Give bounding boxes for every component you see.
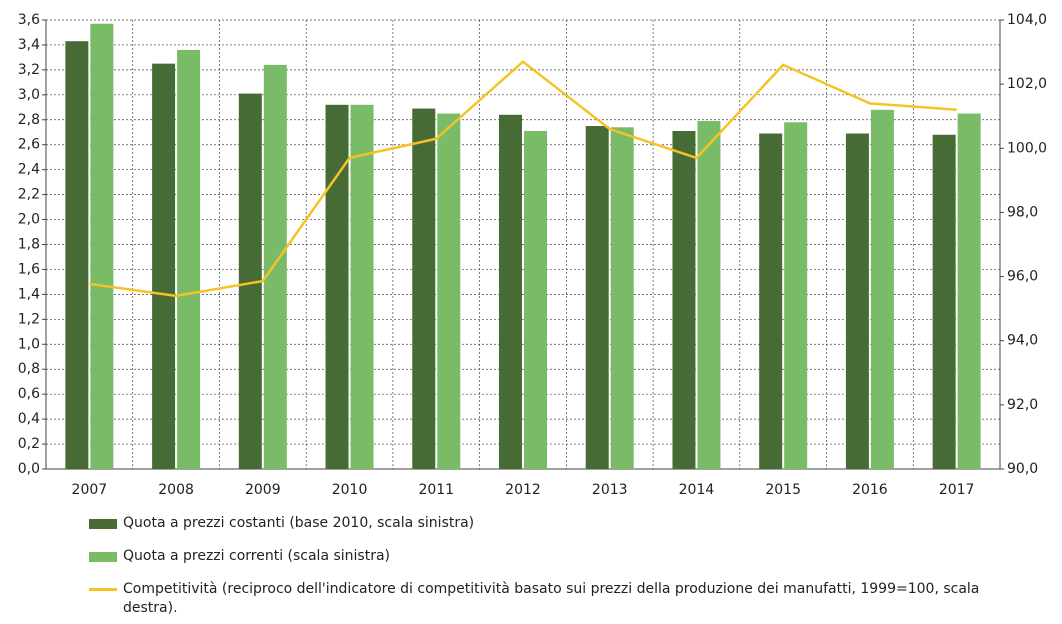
legend-item: Quota a prezzi correnti (scala sinistra) <box>89 547 989 566</box>
y-tick-label: 2,6 <box>18 137 40 153</box>
bar <box>697 121 721 470</box>
bar <box>152 63 176 470</box>
y-tick-label: 1,8 <box>18 237 40 253</box>
y-tick-label: 3,6 <box>18 12 40 28</box>
y-tick-label: 0,2 <box>18 436 40 452</box>
line <box>89 60 957 298</box>
x-tick-label: 2007 <box>72 482 108 498</box>
y-tick-label: 2,8 <box>18 112 40 128</box>
bar <box>784 122 808 470</box>
bar <box>672 131 696 469</box>
y2-tick-label: 98,0 <box>1007 204 1038 220</box>
bar <box>957 113 981 470</box>
y2-tick-label: 90,0 <box>1007 461 1038 477</box>
legend-item: Competitività (reciproco dell'indicatore… <box>89 580 989 618</box>
y2-tick-label: 100,0 <box>1007 140 1047 156</box>
bar <box>585 126 609 469</box>
x-tick-label: 2014 <box>679 482 715 498</box>
x-tick-label: 2017 <box>939 482 975 498</box>
x-tick-label: 2012 <box>505 482 541 498</box>
legend-label: Quota a prezzi correnti (scala sinistra) <box>123 548 391 564</box>
y2-tick-label: 96,0 <box>1007 269 1038 285</box>
legend-label: Competitività (reciproco dell'indicatore… <box>123 581 980 616</box>
bar <box>65 41 89 469</box>
chart: 0,0 0,2 0,4 0,6 0,8 1,0 1,2 1,4 1,6 1,8 2,0 2,2 2,4 2… <box>18 12 1047 498</box>
y-tick-label: 3,4 <box>18 37 40 53</box>
x-tick-label: 2009 <box>245 482 281 498</box>
legend-swatch <box>89 552 117 562</box>
bar <box>437 113 461 470</box>
y2-tick-label: 94,0 <box>1007 333 1038 349</box>
y-tick-label: 2,4 <box>18 162 40 178</box>
x-tick-label: 2008 <box>158 482 194 498</box>
legend-label: Quota a prezzi costanti (base 2010, scal… <box>123 515 475 531</box>
y-tick-label: 2,2 <box>18 187 40 203</box>
y-tick-label: 0,6 <box>18 386 40 402</box>
y-tick-label: 0,4 <box>18 411 40 427</box>
bar <box>90 23 114 469</box>
y-tick-label: 2,0 <box>18 212 40 228</box>
bar <box>350 104 374 470</box>
x-tick-label: 2013 <box>592 482 628 498</box>
bar <box>845 133 869 469</box>
y-tick-label: 1,6 <box>18 261 40 277</box>
legend: Quota a prezzi costanti (base 2010, scal… <box>89 514 989 624</box>
y-tick-label: 1,2 <box>18 311 40 327</box>
y-tick-label: 0,8 <box>18 361 40 377</box>
bar <box>870 109 894 470</box>
bar <box>932 134 956 469</box>
bar <box>759 133 783 469</box>
bar <box>499 114 522 470</box>
bar <box>263 64 287 470</box>
y-tick-label: 1,0 <box>18 336 40 352</box>
y-tick-label: 3,0 <box>18 87 40 103</box>
y-tick-label: 1,4 <box>18 286 40 302</box>
y2-tick-label: 102,0 <box>1007 76 1047 92</box>
bar <box>238 93 262 469</box>
bar <box>177 49 201 469</box>
x-tick-label: 2011 <box>418 482 454 498</box>
legend-swatch <box>89 588 117 591</box>
y-tick-label: 0,0 <box>18 461 40 477</box>
x-tick-label: 2015 <box>765 482 801 498</box>
y-tick-label: 3,2 <box>18 62 40 78</box>
legend-item: Quota a prezzi costanti (base 2010, scal… <box>89 514 989 533</box>
bar <box>524 131 547 469</box>
legend-swatch <box>89 519 117 529</box>
bar <box>325 104 349 470</box>
y2-tick-label: 92,0 <box>1007 397 1038 413</box>
x-tick-label: 2010 <box>332 482 368 498</box>
x-tick-label: 2016 <box>852 482 888 498</box>
bar <box>610 127 634 469</box>
bar <box>412 108 436 469</box>
y2-tick-label: 104,0 <box>1007 12 1047 28</box>
